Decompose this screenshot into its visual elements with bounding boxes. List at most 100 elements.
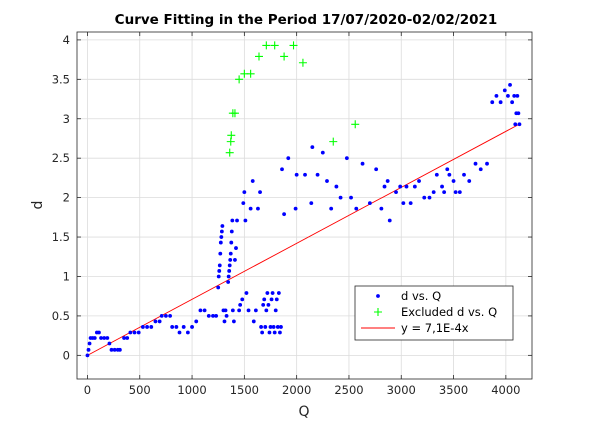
data-point	[235, 219, 239, 223]
data-point	[226, 280, 230, 284]
data-point	[231, 308, 235, 312]
data-point	[517, 111, 521, 115]
data-point	[263, 325, 267, 329]
y-axis-label: d	[30, 201, 46, 210]
data-point	[230, 219, 234, 223]
x-tick-label: 3000	[387, 383, 416, 397]
data-point	[401, 201, 405, 205]
data-point	[105, 336, 109, 340]
x-tick-label: 0	[84, 383, 91, 397]
data-point	[247, 308, 251, 312]
y-tick-label: 2	[63, 191, 70, 205]
data-point	[220, 230, 224, 234]
data-point	[279, 325, 283, 329]
data-point	[295, 173, 299, 177]
data-point	[310, 145, 314, 149]
data-point	[241, 201, 245, 205]
data-point	[186, 331, 190, 335]
data-point	[97, 331, 101, 335]
data-point	[232, 320, 236, 324]
data-point	[506, 94, 510, 98]
x-tick-label: 3500	[439, 383, 468, 397]
data-point	[125, 336, 129, 340]
excluded-point	[231, 109, 239, 117]
data-point	[361, 162, 365, 166]
data-point	[335, 185, 339, 189]
data-point	[280, 167, 284, 171]
data-point	[229, 252, 233, 256]
data-point	[383, 185, 387, 189]
data-point	[217, 275, 221, 279]
data-point	[170, 325, 174, 329]
data-point	[278, 331, 282, 335]
data-point	[274, 308, 278, 312]
x-tick-label: 500	[129, 383, 151, 397]
data-point	[160, 314, 164, 318]
data-point	[254, 308, 258, 312]
data-point	[349, 196, 353, 200]
data-point	[223, 320, 227, 324]
data-point	[499, 100, 503, 104]
data-point	[339, 196, 343, 200]
data-point	[265, 291, 269, 295]
data-point	[203, 308, 207, 312]
legend-marker-dot	[376, 294, 380, 298]
data-point	[329, 207, 333, 211]
data-point	[270, 297, 274, 301]
data-point	[249, 207, 253, 211]
data-point	[133, 331, 137, 335]
data-point	[168, 314, 172, 318]
data-point	[398, 185, 402, 189]
x-axis-label: Q	[298, 404, 309, 420]
data-point	[286, 156, 290, 160]
data-point	[267, 303, 271, 307]
data-point	[251, 179, 255, 183]
y-tick-label: 1	[63, 269, 70, 283]
data-point	[242, 190, 246, 194]
data-point	[268, 331, 272, 335]
data-point	[262, 297, 266, 301]
data-point	[413, 185, 417, 189]
data-point	[219, 241, 223, 245]
data-point	[238, 303, 242, 307]
excluded-point	[247, 70, 255, 78]
data-point	[272, 325, 276, 329]
data-point	[405, 185, 409, 189]
data-point	[207, 314, 211, 318]
x-tick-label: 4000	[491, 383, 520, 397]
data-point	[149, 325, 153, 329]
data-point	[417, 179, 421, 183]
data-point	[508, 83, 512, 87]
data-point	[182, 325, 186, 329]
data-point	[518, 122, 522, 126]
data-point	[440, 185, 444, 189]
data-point	[218, 252, 222, 256]
data-point	[474, 162, 478, 166]
data-point	[86, 353, 90, 357]
data-point	[394, 190, 398, 194]
y-tick-label: 0	[63, 348, 70, 362]
data-point	[445, 167, 449, 171]
excluded-point	[280, 52, 288, 60]
x-tick-label: 2000	[282, 383, 311, 397]
data-point	[225, 314, 229, 318]
data-point	[452, 179, 456, 183]
data-point	[252, 320, 256, 324]
data-point	[282, 212, 286, 216]
excluded-point	[255, 52, 263, 60]
data-point	[230, 230, 234, 234]
data-point	[409, 201, 413, 205]
data-point	[219, 235, 223, 239]
data-point	[194, 320, 198, 324]
data-point	[228, 264, 232, 268]
data-point	[256, 207, 260, 211]
y-tick-label: 3.5	[52, 72, 70, 86]
data-point	[354, 207, 358, 211]
data-point	[199, 308, 203, 312]
data-point	[513, 122, 517, 126]
data-point	[118, 348, 122, 352]
excluded-point	[299, 59, 307, 67]
legend-label: d vs. Q	[401, 289, 441, 303]
data-point	[368, 201, 372, 205]
